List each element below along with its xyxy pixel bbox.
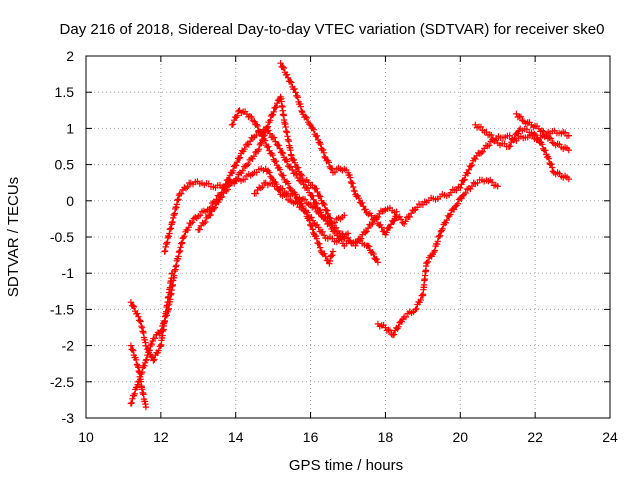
x-axis-label: GPS time / hours bbox=[289, 457, 403, 474]
y-tick-label: 1.5 bbox=[55, 84, 75, 100]
series-sat-h bbox=[472, 121, 572, 183]
y-tick-label: 1 bbox=[66, 120, 74, 136]
series-sat-j bbox=[127, 270, 176, 364]
series-markers bbox=[374, 176, 501, 339]
series-markers bbox=[127, 342, 150, 411]
x-tick-label: 18 bbox=[378, 429, 394, 445]
series-sat-g bbox=[374, 176, 501, 339]
y-tick-label: -2 bbox=[62, 338, 75, 354]
x-tick-label: 24 bbox=[602, 429, 618, 445]
x-tick-label: 22 bbox=[527, 429, 543, 445]
x-tick-label: 16 bbox=[303, 429, 319, 445]
y-tick-label: 2 bbox=[66, 48, 74, 64]
series-markers bbox=[195, 165, 352, 246]
series-sat-i bbox=[513, 110, 572, 154]
ticks bbox=[85, 55, 611, 419]
series-markers bbox=[161, 93, 400, 255]
x-tick-label: 20 bbox=[452, 429, 468, 445]
y-tick-labels: -3 -2.5 -2 -1.5 -1 -0.5 0 0.5 1 1.5 2 bbox=[50, 48, 74, 426]
series-layer bbox=[127, 60, 572, 411]
x-tick-label: 12 bbox=[153, 429, 169, 445]
y-tick-label: 0.5 bbox=[55, 157, 75, 173]
series-sat-b bbox=[161, 93, 400, 255]
y-tick-label: 0 bbox=[66, 193, 74, 209]
y-tick-label: -2.5 bbox=[50, 374, 74, 390]
series-sat-d bbox=[277, 60, 572, 238]
chart-title: Day 216 of 2018, Sidereal Day-to-day VTE… bbox=[60, 21, 605, 38]
series-markers bbox=[127, 270, 176, 364]
series-sat-f bbox=[251, 179, 348, 227]
x-tick-labels: 10 12 14 16 18 20 22 24 bbox=[78, 429, 618, 445]
series-sat-k bbox=[127, 342, 150, 411]
series-markers bbox=[277, 60, 572, 238]
y-axis-label: SDTVAR / TECUs bbox=[5, 177, 22, 297]
x-tick-label: 10 bbox=[78, 429, 94, 445]
series-markers bbox=[472, 121, 572, 183]
y-tick-label: -3 bbox=[62, 410, 75, 426]
series-markers bbox=[251, 179, 348, 227]
y-tick-label: -0.5 bbox=[50, 229, 74, 245]
y-tick-label: -1 bbox=[62, 265, 75, 281]
y-tick-label: -1.5 bbox=[50, 301, 74, 317]
x-tick-label: 14 bbox=[228, 429, 244, 445]
series-sat-e bbox=[195, 165, 352, 246]
series-markers bbox=[513, 110, 572, 154]
